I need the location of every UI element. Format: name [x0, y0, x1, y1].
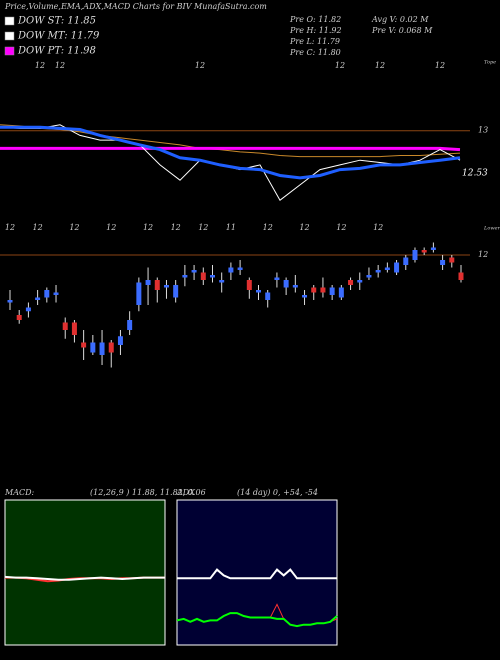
candle-body: [136, 282, 142, 305]
candle-body: [182, 275, 188, 278]
candle-body: [71, 322, 77, 335]
x-tick-label: 12: [143, 223, 153, 232]
annotation: Lower: [483, 226, 500, 232]
stat-label: Avg V: 0.02 M: [371, 15, 429, 24]
candle-body: [394, 262, 400, 273]
stat-label: Pre V: 0.068 M: [371, 26, 433, 35]
series-line: [0, 124, 461, 158]
candle-body: [421, 250, 427, 253]
panel-title: MACD:: [4, 488, 35, 497]
candle-body: [209, 275, 215, 278]
panel-subtitle: (14 day) 0, +54, -54: [237, 488, 318, 497]
chart-title: Price,Volume,EMA,ADX,MACD Charts for BIV…: [4, 2, 267, 11]
candle-body: [384, 267, 390, 270]
stat-label: Pre C: 11.80: [289, 48, 341, 57]
series-line: [0, 146, 461, 152]
candle-body: [329, 287, 335, 295]
series-line: [177, 568, 337, 580]
candle-body: [237, 267, 243, 270]
candle-body: [7, 300, 13, 303]
candle-body: [90, 342, 96, 353]
candle-body: [99, 342, 105, 355]
candle-body: [145, 280, 151, 285]
x-tick-label: 12: [69, 223, 79, 232]
x-tick-label: 12: [5, 223, 15, 232]
candle-body: [53, 292, 59, 295]
candle-body: [302, 295, 308, 298]
x-tick-label: 12: [55, 61, 65, 70]
candle-body: [81, 342, 87, 348]
series-line: [176, 612, 338, 628]
x-tick-label: 12: [198, 223, 208, 232]
panel: [4, 499, 166, 646]
series-line: [4, 575, 165, 581]
candle-body: [366, 275, 372, 278]
candle-body: [430, 247, 436, 250]
x-tick-label: 12: [375, 61, 385, 70]
candle-body: [283, 280, 289, 288]
annotation: Tope: [484, 60, 496, 66]
x-tick-label: 12: [33, 223, 43, 232]
x-tick-label: 12: [373, 223, 383, 232]
candle-body: [320, 287, 326, 293]
candle-body: [256, 290, 262, 293]
stat-label: Pre H: 11.92: [289, 26, 342, 35]
x-tick-label: 12: [335, 61, 345, 70]
candle-body: [348, 280, 354, 285]
candle-body: [44, 290, 50, 298]
candle-body: [440, 260, 446, 265]
legend-swatch: [4, 31, 15, 41]
candle-body: [274, 277, 280, 280]
x-tick-label: 12: [195, 61, 205, 70]
candle-body: [25, 307, 31, 312]
candle-body: [403, 257, 409, 265]
x-tick-label: 12: [106, 223, 116, 232]
candle-body: [62, 322, 68, 330]
legend-label: DOW PT: 11.98: [17, 46, 96, 57]
candle-body: [200, 272, 206, 280]
legend-swatch: [4, 46, 15, 56]
x-tick-label: 12: [299, 223, 309, 232]
legend-label: DOW ST: 11.85: [17, 16, 96, 27]
candle-body: [219, 280, 225, 283]
x-tick-label: 12: [35, 61, 45, 70]
x-tick-label: 12: [263, 223, 273, 232]
legend-swatch: [4, 16, 15, 26]
series-line: [0, 125, 461, 180]
candle-body: [265, 292, 271, 300]
panel-subtitle: (12,26,9 ) 11.88, 11.82, 0.06: [90, 488, 206, 497]
candle-body: [173, 285, 179, 298]
candle-body: [117, 336, 123, 345]
candle-body: [357, 280, 363, 283]
candle-body: [191, 270, 197, 273]
candle-body: [449, 257, 455, 263]
candle-body: [228, 267, 234, 273]
candle-body: [127, 320, 133, 330]
candle-body: [412, 250, 418, 260]
candle-body: [246, 280, 252, 290]
candle-body: [16, 315, 22, 320]
candle-body: [311, 287, 317, 293]
candle-body: [154, 280, 160, 290]
annotation: 12.53: [462, 169, 488, 179]
candle-body: [458, 272, 464, 280]
candle-body: [292, 285, 298, 288]
y-tick-label: 12: [478, 250, 488, 259]
candle-body: [35, 297, 41, 300]
candle-body: [108, 342, 114, 353]
x-tick-label: 12: [171, 223, 181, 232]
stat-label: Pre O: 11.82: [289, 15, 341, 24]
stat-label: Pre L: 11.79: [289, 37, 340, 46]
y-tick-label: 13: [478, 126, 488, 135]
x-tick-label: 11: [226, 223, 236, 232]
candle-body: [375, 270, 381, 273]
candle-body: [163, 285, 169, 288]
legend-label: DOW MT: 11.79: [17, 31, 100, 42]
x-tick-label: 12: [435, 61, 445, 70]
x-tick-label: 12: [336, 223, 346, 232]
candle-body: [338, 287, 344, 298]
panel-title: ADX: [176, 488, 195, 497]
